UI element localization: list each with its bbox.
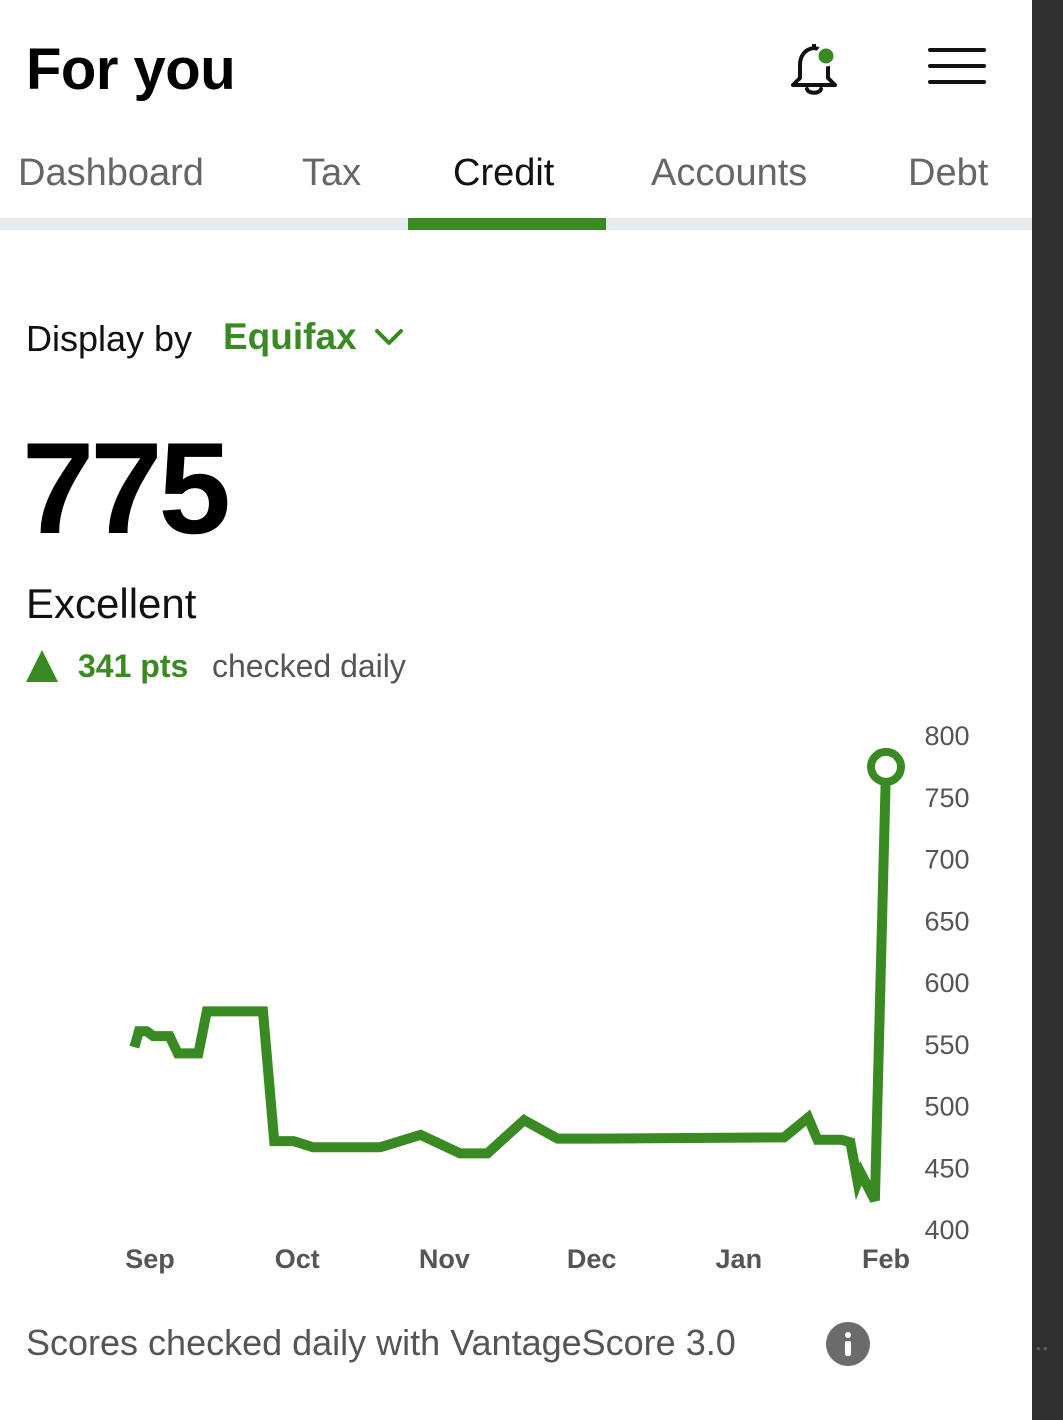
x-tick-label: Oct xyxy=(275,1244,320,1274)
score-change-points: 341 pts xyxy=(78,648,189,684)
hamburger-menu-icon[interactable] xyxy=(924,44,990,90)
adjacent-panel-edge xyxy=(1032,0,1063,1420)
current-score-marker[interactable] xyxy=(867,747,905,786)
tab-accounts[interactable]: Accounts xyxy=(651,152,808,194)
score-history-chart[interactable]: 800 750 700 650 600 550 500 450 400 Sep Oct Nov Dec… xyxy=(0,700,1032,1290)
active-tab-indicator xyxy=(408,218,606,230)
x-tick-label: Jan xyxy=(716,1244,763,1274)
y-tick-label: 600 xyxy=(924,968,969,998)
y-tick-label: 550 xyxy=(924,1030,969,1060)
tab-credit[interactable]: Credit xyxy=(453,152,555,194)
display-by-label: Display by xyxy=(26,318,193,359)
credit-score-rating: Excellent xyxy=(26,580,197,627)
page-title: For you xyxy=(26,37,236,102)
page-dots-indicator: •• xyxy=(1036,1340,1050,1356)
x-tick-label: Sep xyxy=(125,1244,175,1274)
up-triangle-icon xyxy=(26,650,58,682)
bureau-selector[interactable]: Equifax xyxy=(223,316,357,357)
y-tick-label: 650 xyxy=(924,906,969,936)
chevron-down-icon[interactable] xyxy=(372,322,406,352)
y-tick-label: 800 xyxy=(924,721,969,751)
tab-debt[interactable]: Debt xyxy=(908,152,989,194)
info-icon[interactable] xyxy=(826,1322,870,1366)
vantagescore-note: Scores checked daily with VantageScore 3… xyxy=(26,1322,736,1363)
x-tick-label: Nov xyxy=(419,1244,470,1274)
y-tick-label: 450 xyxy=(924,1153,969,1183)
y-tick-label: 400 xyxy=(924,1215,969,1245)
x-tick-label: Dec xyxy=(567,1244,617,1274)
credit-screen: For you Dashboard Tax Credit Accounts De… xyxy=(0,37,1032,1366)
tab-dashboard[interactable]: Dashboard xyxy=(18,152,204,194)
tab-tax[interactable]: Tax xyxy=(302,152,362,194)
y-tick-label: 500 xyxy=(924,1092,969,1122)
x-tick-label: Feb xyxy=(862,1244,910,1274)
y-tick-label: 700 xyxy=(924,845,969,875)
score-history-line xyxy=(129,766,891,1203)
score-check-frequency: checked daily xyxy=(212,648,406,684)
tab-bar: Dashboard Tax Credit Accounts Debt xyxy=(0,140,1032,230)
credit-score-value: 775 xyxy=(22,415,231,561)
y-tick-label: 750 xyxy=(924,783,969,813)
notifications-bell-icon[interactable] xyxy=(786,38,842,98)
